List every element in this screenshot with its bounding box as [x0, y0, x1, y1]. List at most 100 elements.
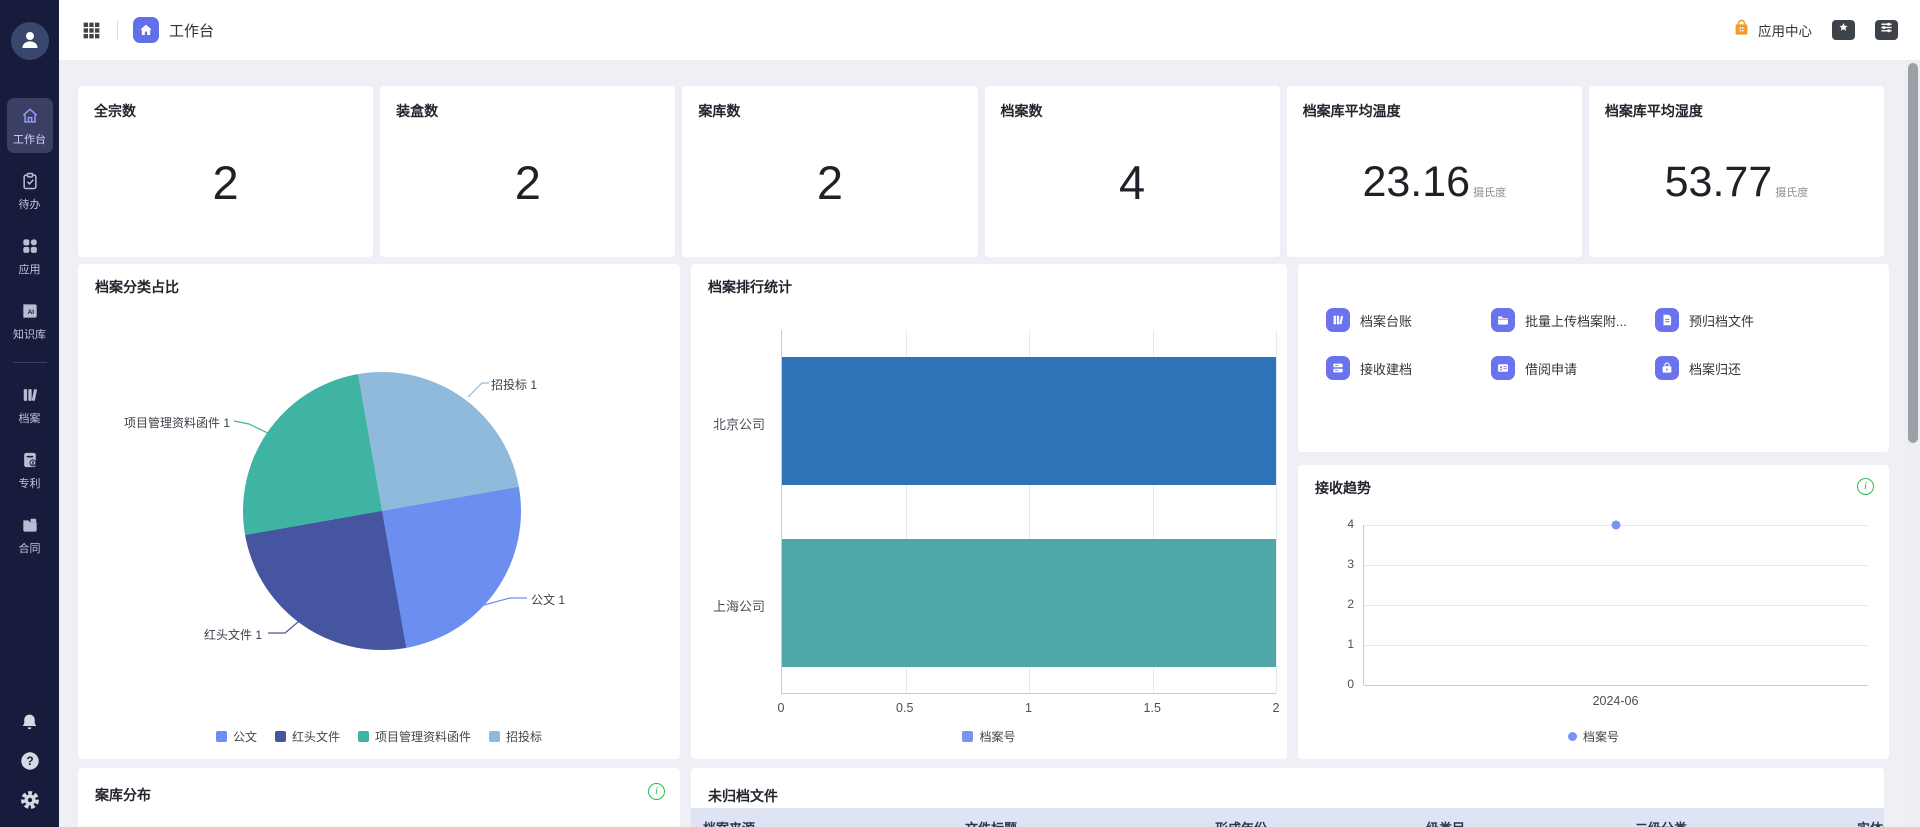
sidebar-nav: 工作台 待办 应用 AI 知识库 [0, 98, 59, 572]
legend-item[interactable]: 档案号 [962, 728, 1016, 745]
info-icon[interactable] [648, 783, 665, 800]
trend-point[interactable] [1611, 520, 1621, 530]
sidebar-item-patents[interactable]: 专利 [7, 442, 53, 497]
stat-label: 档案库平均温度 [1302, 103, 1401, 119]
legend-dot [1567, 732, 1577, 741]
document-icon [1655, 308, 1679, 332]
column-header[interactable]: 文件标题 [953, 818, 1203, 827]
bell-icon[interactable] [19, 711, 41, 733]
return-box-icon [1655, 356, 1679, 380]
card-title: 接收趋势 [1315, 480, 1371, 496]
sidebar-divider [12, 362, 47, 363]
scrollbar-thumb[interactable] [1908, 63, 1918, 443]
y-tick: 2 [1347, 597, 1354, 611]
bar-shanghai[interactable] [782, 539, 1276, 667]
info-icon[interactable] [1857, 478, 1874, 495]
stat-label: 档案数 [1000, 103, 1043, 119]
sidebar-item-contracts[interactable]: 合同 [7, 507, 53, 562]
legend-item[interactable]: 档案号 [1567, 728, 1619, 745]
help-icon[interactable]: ? [19, 750, 41, 772]
bar-plot-area [781, 330, 1277, 694]
quick-actions-card: 档案台账 批量上传档案附... 预归档文件 接收建档 [1298, 264, 1889, 452]
axis-line [1364, 685, 1868, 686]
quick-action-receive-filing[interactable]: 接收建档 [1326, 356, 1412, 380]
x-tick: 2 [1272, 701, 1280, 715]
sidebar-item-workbench[interactable]: 工作台 [6, 98, 53, 153]
legend-swatch [215, 731, 227, 742]
sidebar-item-label: 档案 [18, 413, 41, 425]
gridline [1152, 330, 1154, 693]
card-title: 未归档文件 [708, 788, 778, 804]
sidebar-item-label: 应用 [18, 264, 41, 276]
y-tick: 0 [1347, 677, 1354, 691]
svg-text:?: ? [26, 754, 33, 768]
trend-plot-area [1363, 520, 1868, 686]
trend-chart-card: 接收趋势 4 3 2 1 0 2024-06 [1298, 465, 1889, 759]
grid-menu-icon[interactable] [81, 20, 102, 41]
sidebar-item-label: 待办 [18, 199, 41, 211]
stat-card-archive-count: 档案数 4 [984, 86, 1280, 257]
card-title: 档案排行统计 [708, 279, 792, 295]
sidebar-item-apps[interactable]: 应用 [7, 228, 53, 283]
legend-item[interactable]: 招投标 [489, 728, 542, 745]
legend-item[interactable]: 项目管理资料函件 [358, 728, 471, 745]
sidebar-item-archives[interactable]: 档案 [7, 377, 53, 432]
pie-chart-card: 档案分类占比 招投标 1 项目管理资料函件 1 公文 1 红头文件 1 公文 红… [78, 264, 680, 759]
quick-action-bulk-upload[interactable]: 批量上传档案附... [1491, 308, 1627, 332]
app-center-label: 应用中心 [1758, 24, 1812, 39]
stat-label: 全宗数 [94, 103, 136, 119]
display-settings-button[interactable] [1875, 20, 1898, 40]
stat-card-fonds-count: 全宗数 2 [78, 86, 374, 257]
legend-item[interactable]: 红头文件 [274, 728, 340, 745]
y-tick: 1 [1347, 637, 1354, 651]
bar-x-axis: 0 0.5 1 1.5 2 [778, 701, 1280, 717]
gear-icon[interactable] [19, 789, 41, 811]
quick-action-pre-archive-files[interactable]: 预归档文件 [1655, 308, 1754, 332]
stats-row: 全宗数 2 装盒数 2 案库数 2 档案数 4 档案库平均温度 23.16 摄氏度… [78, 86, 1885, 257]
favorites-folder-button[interactable] [1832, 20, 1855, 40]
app-center-button[interactable]: 应用中心 [1732, 18, 1812, 42]
stat-label: 档案库平均湿度 [1604, 103, 1703, 119]
pie-chart[interactable] [243, 372, 521, 650]
quick-action-borrow-request[interactable]: 借阅申请 [1491, 356, 1577, 380]
stat-unit: 摄氏度 [1775, 186, 1809, 199]
quick-action-archive-return[interactable]: 档案归还 [1655, 356, 1741, 380]
person-icon [18, 27, 42, 56]
bar-category-label: 上海公司 [712, 599, 765, 614]
x-tick: 0.5 [896, 701, 914, 715]
bar-legend: 档案号 [691, 728, 1287, 745]
middle-row: 档案分类占比 招投标 1 项目管理资料函件 1 公文 1 红头文件 1 公文 红… [78, 264, 1889, 759]
sidebar-item-knowledge[interactable]: AI 知识库 [7, 293, 53, 348]
id-card-icon [1491, 356, 1515, 380]
shopping-bag-icon [1732, 18, 1751, 42]
legend-item[interactable]: 公文 [215, 728, 257, 745]
scrollbar-track[interactable] [1906, 61, 1920, 827]
stat-value: 2 [514, 155, 541, 209]
bar-beijing[interactable] [782, 357, 1276, 485]
quick-action-archive-ledger[interactable]: 档案台账 [1326, 308, 1412, 332]
pie-label-red-header: 红头文件 1 [204, 628, 263, 642]
patent-doc-icon [19, 449, 41, 471]
books-icon [19, 384, 41, 406]
topbar-right: 应用中心 [1732, 18, 1898, 42]
stat-unit: 摄氏度 [1473, 186, 1507, 199]
column-header[interactable]: 档案来源 [691, 818, 953, 827]
stat-card-avg-temperature: 档案库平均温度 23.16 摄氏度 [1286, 86, 1582, 257]
column-header[interactable]: 形成年份 [1203, 818, 1401, 827]
workbench-home-icon[interactable] [133, 17, 159, 43]
user-avatar[interactable] [10, 22, 49, 60]
column-header[interactable]: 二级分类 [1623, 818, 1845, 827]
sidebar: 工作台 待办 应用 AI 知识库 [0, 0, 59, 827]
sidebar-item-label: 专利 [18, 478, 41, 490]
sidebar-item-label: 工作台 [13, 134, 46, 146]
column-header[interactable]: 一级类目 [1401, 818, 1623, 827]
column-header[interactable]: 实体份数 [1845, 818, 1884, 827]
svg-text:AI: AI [27, 309, 34, 316]
stat-value: 23.16 [1362, 157, 1471, 206]
page-title: 工作台 [169, 22, 215, 40]
sidebar-item-todo[interactable]: 待办 [7, 163, 53, 218]
bar-chart-card: 档案排行统计 北京公司 上海公司 0 0.5 1 1.5 2 [691, 264, 1287, 759]
topbar-divider [117, 20, 118, 40]
bar-category-label: 北京公司 [712, 417, 765, 432]
